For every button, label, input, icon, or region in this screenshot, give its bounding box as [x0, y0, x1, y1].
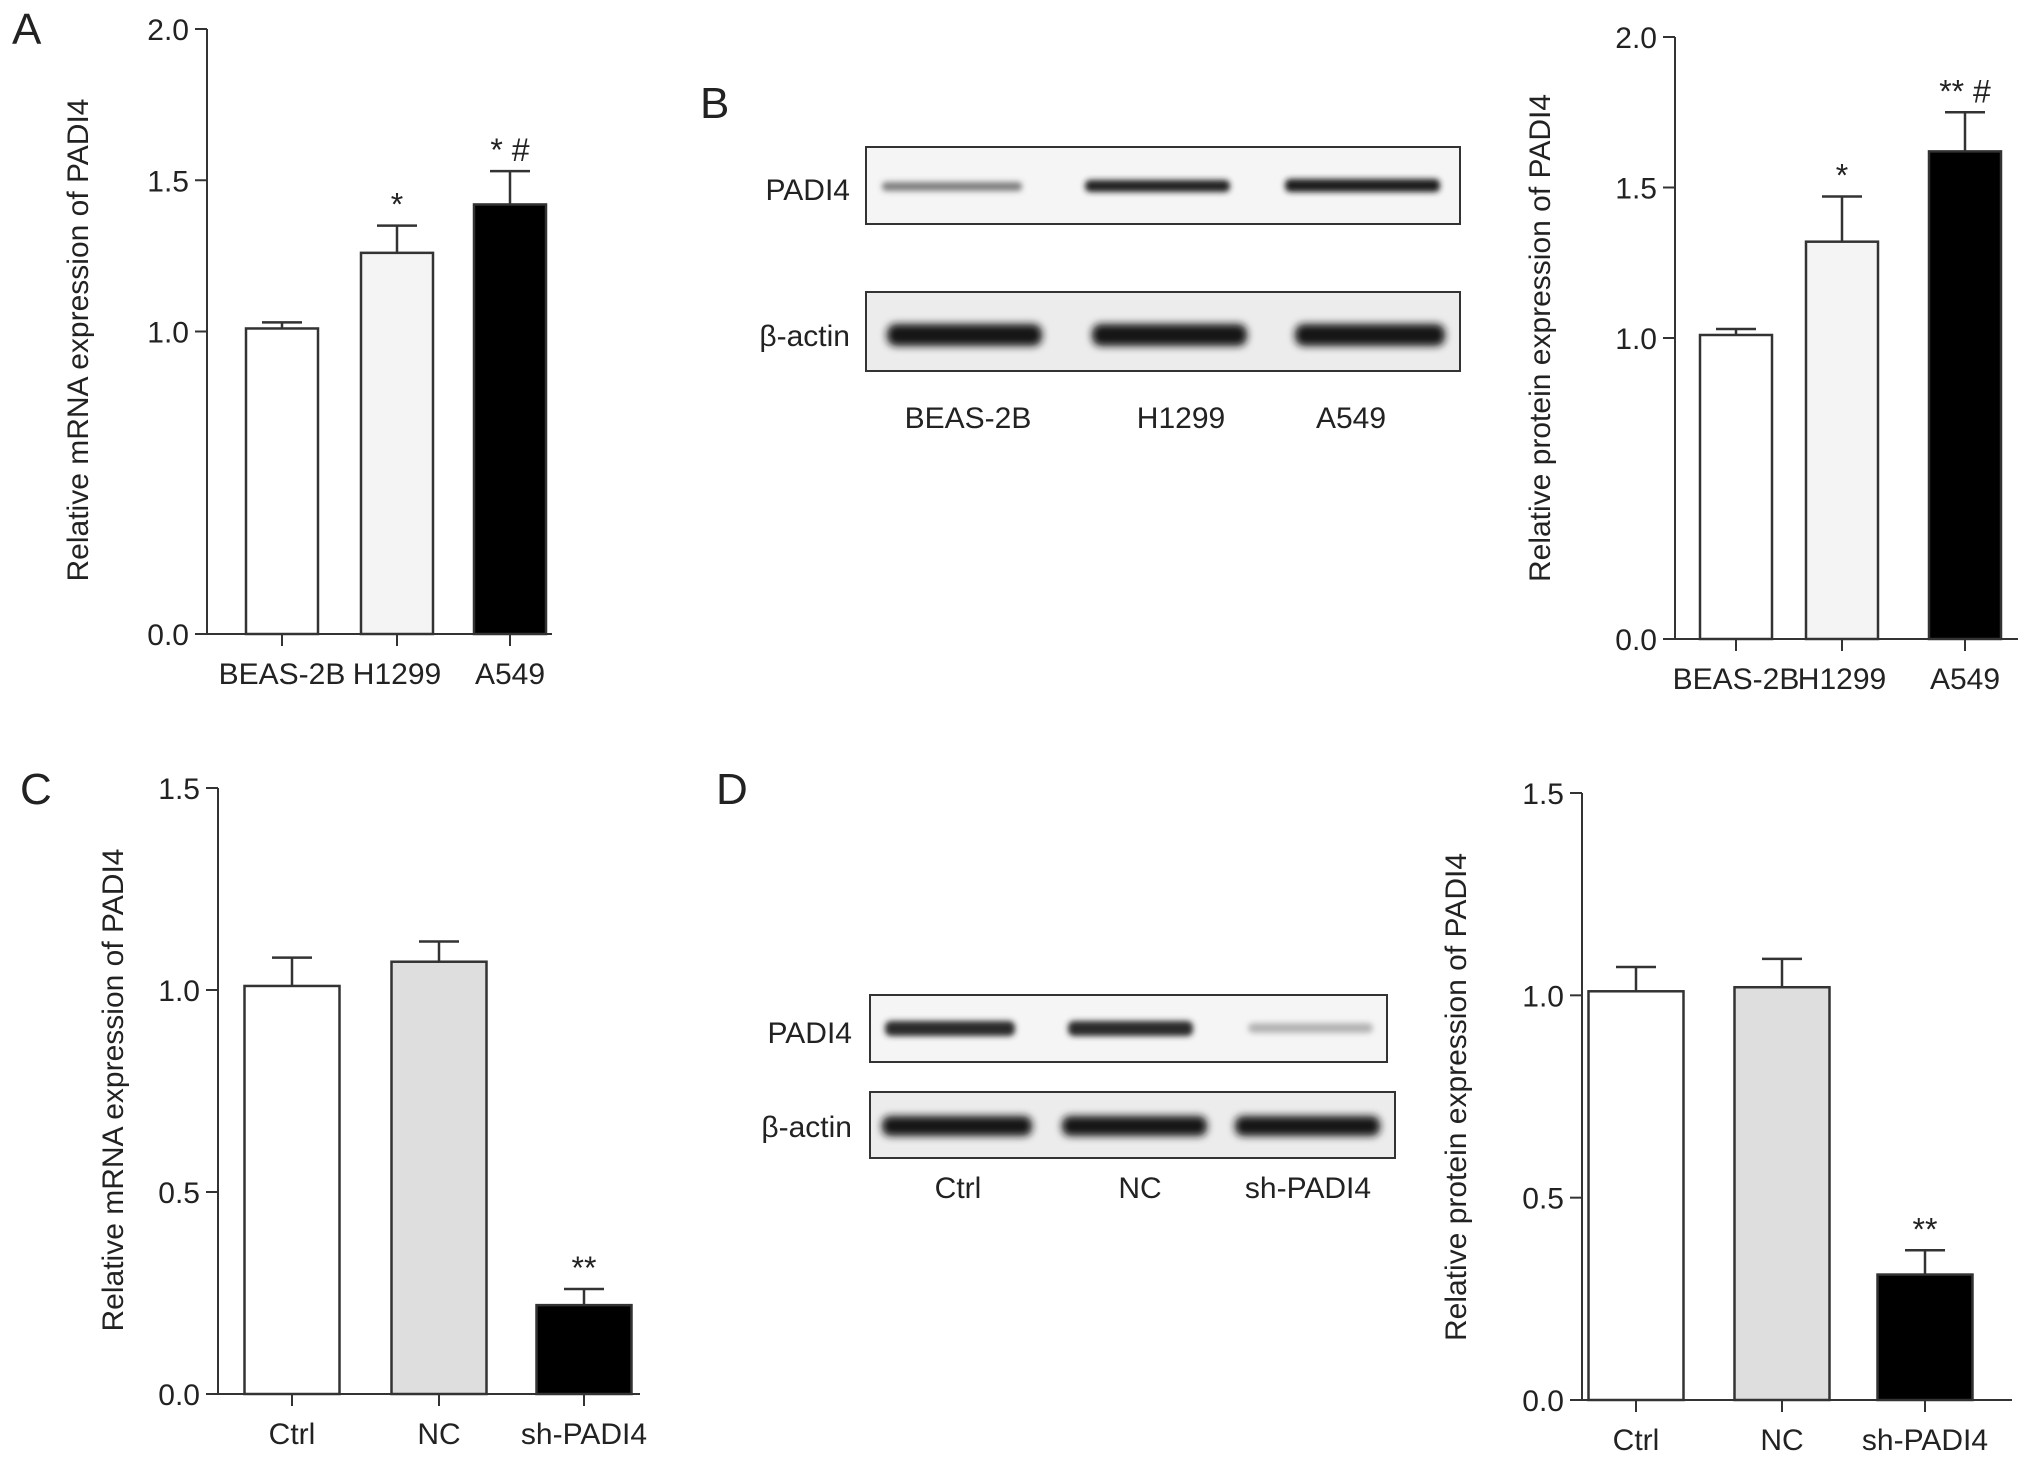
panel-letter-c: C — [20, 765, 52, 814]
y-tick-label: 1.0 — [1522, 980, 1564, 1013]
x-tick-label: NC — [417, 1418, 460, 1451]
western-blot-b: PADI4 β-actin BEAS-2B H1299 A549 — [759, 146, 1461, 435]
y-axis-label: Relative protein expression of PADI4 — [1440, 853, 1473, 1341]
y-tick-label: 2.0 — [147, 14, 189, 47]
x-tick-label: sh-PADI4 — [1862, 1424, 1988, 1457]
blot-row-label: β-actin — [761, 1111, 852, 1144]
y-tick-label: 0.5 — [1522, 1183, 1564, 1216]
blot-lane-label: BEAS-2B — [905, 402, 1032, 435]
bar — [390, 960, 488, 1396]
western-blot-d: PADI4 β-actin Ctrl NC sh-PADI4 — [761, 994, 1396, 1205]
bar — [1698, 333, 1774, 641]
x-tick-label: BEAS-2B — [219, 658, 346, 691]
x-tick-label: NC — [1760, 1424, 1803, 1457]
chart-panel-a: 0.0 1.0 1.5 2.0 Relative mRNA expression of … — [62, 14, 552, 691]
x-tick-label: H1299 — [353, 658, 441, 691]
significance-label: ** — [572, 1250, 597, 1286]
blot-lane-label: A549 — [1316, 402, 1386, 435]
blot-band — [1092, 324, 1247, 346]
bar — [1876, 1273, 1974, 1402]
y-tick-label: 1.5 — [158, 773, 200, 806]
panel-letter-b: B — [700, 79, 729, 128]
blot-band — [1062, 1116, 1207, 1136]
blot-band — [882, 1116, 1032, 1136]
blot-lane-label: Ctrl — [935, 1172, 982, 1205]
blot-row-label: PADI4 — [768, 1017, 852, 1050]
chart-panel-b: 0.0 1.0 1.5 2.0 Relative protein expression … — [1524, 22, 2018, 696]
y-tick-label: 0.0 — [158, 1379, 200, 1412]
x-tick-label: BEAS-2B — [1673, 663, 1800, 696]
bar — [244, 327, 320, 636]
blot-band — [1085, 180, 1230, 192]
blot-band — [882, 182, 1022, 191]
significance-label: ** — [1913, 1211, 1938, 1247]
blot-band — [887, 324, 1042, 346]
significance-label: ** # — [1939, 73, 1991, 109]
significance-label: * — [391, 187, 403, 223]
y-tick-label: 0.0 — [1615, 624, 1657, 657]
chart-panel-c: 0.0 0.5 1.0 1.5 Relative mRNA expression of … — [97, 773, 647, 1451]
y-tick-label: 1.5 — [147, 165, 189, 198]
x-tick-label: sh-PADI4 — [521, 1418, 647, 1451]
blot-bands — [887, 324, 1445, 346]
blot-band — [885, 1021, 1015, 1036]
blot-lane-label: sh-PADI4 — [1245, 1172, 1371, 1205]
blot-bands — [882, 1116, 1380, 1136]
blot-lane-label: NC — [1118, 1172, 1161, 1205]
bar — [243, 984, 341, 1396]
y-tick-label: 2.0 — [1615, 22, 1657, 55]
x-tick-label: Ctrl — [1613, 1424, 1660, 1457]
bar — [1804, 240, 1880, 641]
y-axis-label: Relative mRNA expression of PADI4 — [62, 99, 95, 582]
blot-band — [1235, 1116, 1380, 1136]
y-tick-label: 1.0 — [147, 317, 189, 350]
bar — [1927, 150, 2003, 641]
y-tick-label: 0.5 — [158, 1177, 200, 1210]
blot-band — [1295, 324, 1445, 346]
y-tick-label: 1.0 — [1615, 323, 1657, 356]
bar — [359, 251, 435, 636]
blot-bands — [882, 179, 1440, 192]
bar — [535, 1303, 633, 1396]
y-axis-label: Relative mRNA expression of PADI4 — [97, 849, 130, 1332]
blot-bands — [885, 1021, 1373, 1036]
panel-letter-d: D — [716, 765, 748, 814]
blot-lane-label: H1299 — [1137, 402, 1225, 435]
x-tick-label: A549 — [475, 658, 545, 691]
y-tick-label: 1.5 — [1522, 778, 1564, 811]
y-tick-label: 0.0 — [1522, 1385, 1564, 1418]
bar — [1587, 990, 1685, 1402]
x-tick-label: Ctrl — [269, 1418, 316, 1451]
y-tick-label: 1.0 — [158, 975, 200, 1008]
bar — [472, 203, 548, 636]
blot-row-label: β-actin — [759, 320, 850, 353]
x-tick-label: H1299 — [1798, 663, 1886, 696]
blot-row-label: PADI4 — [766, 174, 850, 207]
blot-band — [1248, 1023, 1373, 1033]
blot-band — [1285, 179, 1440, 192]
significance-label: * — [1836, 158, 1848, 194]
bar — [1733, 985, 1831, 1402]
y-axis-label: Relative protein expression of PADI4 — [1524, 94, 1557, 582]
blot-band — [1068, 1021, 1193, 1036]
y-tick-label: 1.5 — [1615, 173, 1657, 206]
y-tick-label: 0.0 — [147, 619, 189, 652]
significance-label: * # — [490, 132, 529, 168]
chart-panel-d: 0.0 0.5 1.0 1.5 Relative protein expression … — [1440, 778, 2012, 1457]
panel-letter-a: A — [12, 5, 42, 54]
x-tick-label: A549 — [1930, 663, 2000, 696]
